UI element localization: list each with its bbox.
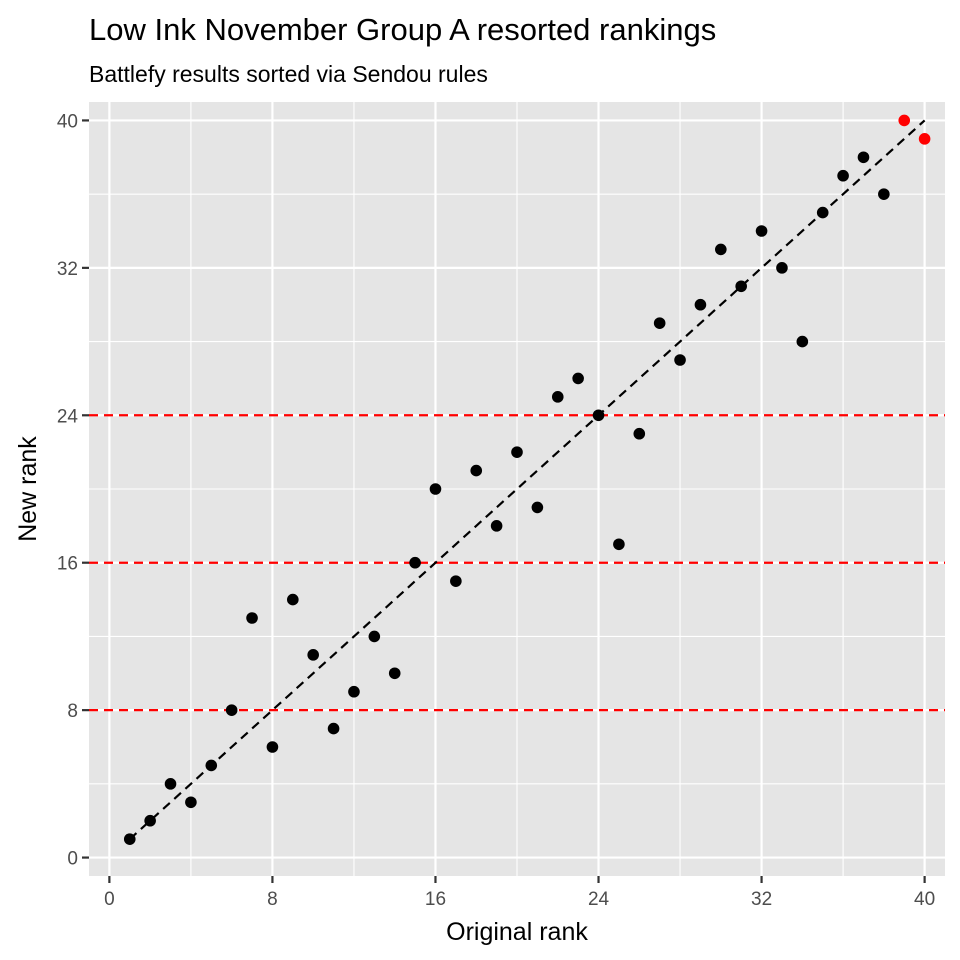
- data-point: [796, 335, 809, 348]
- data-point: [613, 538, 625, 551]
- highlighted-point: [918, 133, 931, 145]
- x-tick-label: 32: [751, 889, 772, 910]
- data-point: [837, 169, 849, 182]
- data-point: [225, 704, 238, 716]
- x-axis-title: Original rank: [446, 918, 588, 946]
- chart-title: Low Ink November Group A resorted rankin…: [89, 12, 716, 47]
- y-axis-title: New rank: [14, 436, 42, 542]
- data-point: [653, 317, 666, 329]
- y-tick-label: 40: [57, 111, 78, 132]
- data-point: [470, 464, 483, 477]
- x-tick-label: 0: [104, 889, 115, 910]
- data-point: [857, 151, 870, 164]
- y-tick-label: 32: [57, 259, 78, 280]
- data-point: [205, 759, 218, 772]
- data-point: [572, 372, 584, 385]
- data-point: [592, 409, 605, 422]
- highlighted-point: [898, 114, 911, 127]
- data-point: [531, 501, 544, 514]
- data-point: [735, 280, 747, 293]
- data-point: [287, 593, 299, 606]
- data-point: [246, 612, 258, 624]
- data-point: [429, 483, 442, 495]
- data-point: [715, 243, 727, 256]
- data-point: [368, 630, 381, 643]
- reference-line: [129, 119, 926, 840]
- data-point: [144, 814, 156, 827]
- data-point: [776, 262, 788, 274]
- data-point: [755, 225, 768, 237]
- x-tick-label: 40: [914, 889, 935, 910]
- data-point: [307, 649, 319, 661]
- y-tick-label: 0: [67, 849, 78, 870]
- y-axis: 0 8 16 24 32 40: [57, 111, 89, 870]
- data-point: [816, 206, 829, 219]
- data-point: [409, 556, 421, 569]
- data-point: [490, 520, 503, 532]
- y-tick-label: 16: [57, 554, 78, 575]
- data-point: [674, 354, 686, 366]
- data-point: [185, 796, 197, 809]
- data-point: [123, 833, 136, 845]
- data-points: [123, 114, 931, 845]
- data-point: [450, 575, 462, 587]
- data-point: [694, 298, 707, 311]
- data-point: [327, 722, 340, 735]
- data-point: [551, 391, 564, 403]
- chart-subtitle: Battlefy results sorted via Sendou rules: [89, 61, 488, 87]
- x-tick-label: 16: [425, 889, 446, 910]
- data-point: [511, 446, 523, 458]
- data-point: [388, 667, 401, 680]
- data-point: [164, 778, 177, 790]
- data-point: [348, 685, 360, 698]
- data-point: [878, 188, 890, 200]
- data-point: [633, 427, 646, 440]
- reference-line-group: [129, 119, 926, 840]
- y-tick-label: 24: [57, 406, 79, 427]
- minor-gridlines: [89, 102, 945, 876]
- x-tick-label: 8: [267, 889, 278, 910]
- x-axis: 0 8 16 24 32 40: [104, 876, 935, 910]
- data-point: [266, 741, 279, 753]
- y-tick-label: 8: [67, 701, 78, 722]
- x-tick-label: 24: [588, 889, 610, 910]
